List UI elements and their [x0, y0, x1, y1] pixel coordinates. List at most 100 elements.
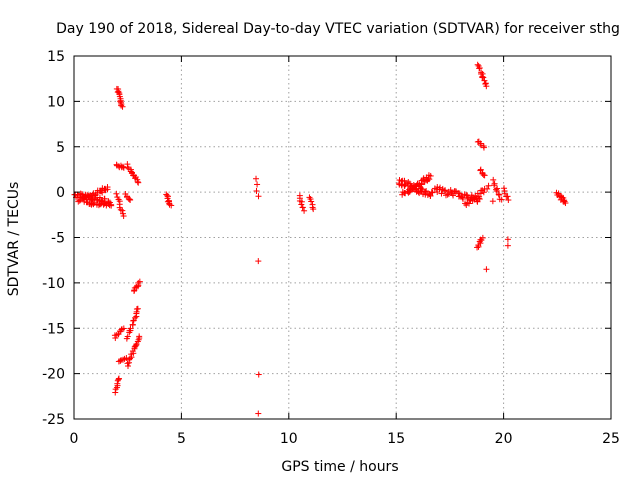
data-point-marker [308, 198, 315, 205]
data-point-marker [480, 189, 487, 196]
y-tick-label: 10 [47, 94, 65, 110]
data-point-marker [481, 77, 488, 84]
data-point-marker [117, 98, 124, 105]
data-point-marker [505, 197, 512, 204]
y-tick-label: 5 [56, 140, 65, 156]
data-point-marker [298, 198, 305, 205]
data-point-marker [136, 333, 143, 340]
data-point-marker [561, 198, 568, 205]
data-point-marker [504, 236, 511, 243]
data-point-marker [476, 193, 483, 200]
data-point-marker [483, 83, 490, 90]
data-point-marker [481, 172, 488, 179]
data-points [71, 61, 569, 417]
data-point-marker [480, 144, 487, 151]
y-tick-label: -20 [42, 367, 65, 383]
x-tick-label: 10 [280, 431, 298, 447]
data-point-marker [134, 305, 141, 312]
x-tick-label: 20 [495, 431, 513, 447]
y-axis-label: SDTVAR / TECUs [6, 182, 22, 297]
data-point-marker [504, 193, 511, 200]
data-point-marker [120, 325, 127, 332]
data-point-marker [254, 181, 261, 188]
data-point-marker [124, 333, 131, 340]
data-point-marker [438, 190, 445, 197]
data-point-marker [120, 164, 127, 171]
data-point-marker [490, 176, 497, 183]
data-point-marker [96, 194, 103, 201]
data-point-marker [493, 186, 500, 193]
axis-ticks: 0 5 10 15 20 25 -25 -20 -15 -10 -5 0 5 10 15 [42, 49, 620, 447]
data-point-marker [132, 174, 139, 181]
data-point-marker [255, 193, 262, 200]
data-point-marker [501, 185, 508, 192]
y-tick-label: -15 [42, 321, 65, 337]
data-point-marker [255, 258, 262, 265]
data-point-marker [136, 278, 143, 285]
data-point-marker [498, 196, 505, 203]
data-point-marker [100, 201, 107, 208]
x-tick-label: 25 [602, 431, 620, 447]
data-point-marker [476, 65, 483, 72]
data-point-marker [114, 380, 121, 387]
data-point-marker [130, 317, 137, 324]
data-point-marker [298, 201, 305, 208]
data-point-marker [473, 194, 480, 201]
data-point-marker [447, 187, 454, 194]
data-point-marker [168, 202, 175, 209]
data-point-marker [129, 321, 136, 328]
x-tick-label: 5 [177, 431, 186, 447]
data-point-marker [485, 182, 492, 189]
data-point-marker [120, 213, 127, 220]
data-point-marker [489, 198, 496, 205]
data-point-marker [132, 314, 139, 321]
data-point-marker [442, 187, 449, 194]
y-tick-label: -25 [42, 412, 65, 428]
x-tick-label: 15 [387, 431, 405, 447]
y-tick-label: 15 [47, 49, 65, 65]
y-tick-label: 0 [56, 185, 65, 201]
data-point-marker [255, 410, 262, 417]
data-point-marker [135, 179, 142, 186]
data-point-marker [108, 202, 115, 209]
data-point-marker [483, 266, 490, 273]
data-point-marker [480, 74, 487, 81]
data-point-marker [429, 189, 436, 196]
data-point-marker [444, 191, 451, 198]
data-point-marker [90, 201, 97, 208]
grid-lines [74, 56, 611, 419]
data-point-marker [127, 196, 134, 203]
data-point-marker [466, 200, 473, 207]
data-point-marker [504, 242, 511, 249]
x-tick-label: 0 [70, 431, 79, 447]
data-point-marker [310, 206, 317, 213]
data-point-marker [496, 191, 503, 198]
data-point-marker [406, 188, 413, 195]
data-point-marker [127, 325, 134, 332]
data-point-marker [115, 375, 122, 382]
data-point-marker [134, 178, 141, 185]
data-point-marker [124, 360, 131, 367]
data-point-marker [117, 206, 124, 213]
data-point-marker [104, 184, 111, 191]
data-point-marker [76, 197, 83, 204]
data-point-marker [119, 207, 126, 214]
data-point-marker [301, 207, 308, 214]
data-point-marker [117, 357, 124, 364]
data-point-marker [491, 182, 498, 189]
data-point-marker [255, 371, 262, 378]
data-point-marker [421, 178, 428, 185]
data-point-marker [119, 103, 126, 110]
y-tick-label: -5 [51, 231, 65, 247]
plot-frame [73, 55, 612, 420]
data-point-marker [113, 190, 120, 197]
data-point-marker [479, 234, 486, 241]
data-point-marker [493, 188, 500, 195]
data-point-marker [427, 192, 434, 199]
data-point-marker [123, 355, 130, 362]
data-point-marker [253, 187, 260, 194]
data-point-marker [299, 204, 306, 211]
x-axis-label: GPS time / hours [281, 459, 398, 475]
y-tick-label: -10 [42, 276, 65, 292]
